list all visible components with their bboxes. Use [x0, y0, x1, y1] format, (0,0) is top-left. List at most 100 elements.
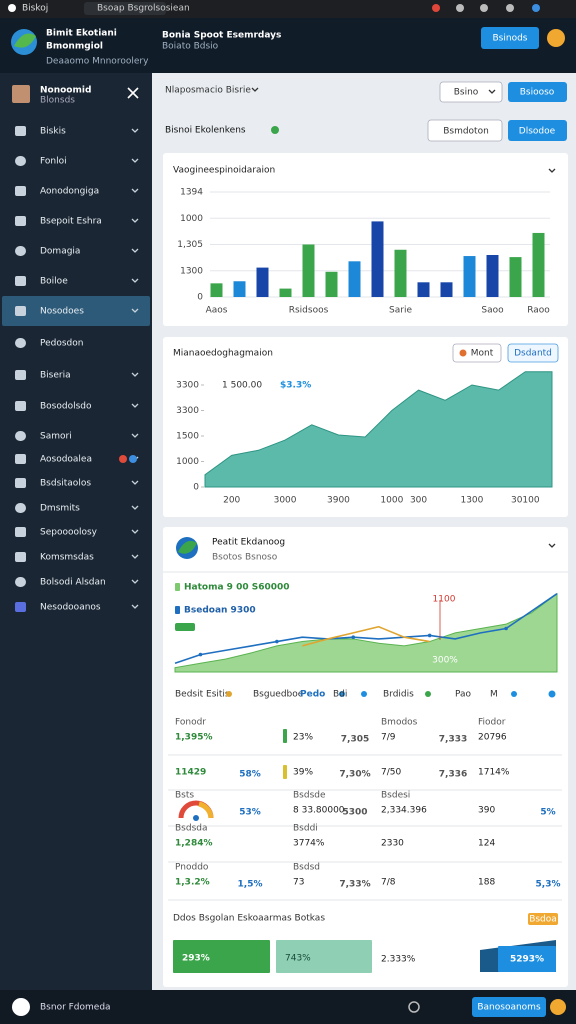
menu-item[interactable]: Dmsmits — [40, 504, 80, 514]
menu-icon — [15, 431, 26, 441]
bar — [394, 249, 407, 297]
menu-icon — [15, 577, 26, 587]
stat-value: 39% — [293, 768, 313, 778]
summary-box — [498, 946, 556, 972]
menu-item[interactable]: Pedosdon — [40, 339, 83, 349]
x-tick-label: 30100 — [511, 496, 540, 506]
stat-label: Pnoddo — [175, 863, 209, 873]
section-button[interactable] — [427, 119, 503, 142]
menu-item[interactable]: Aosodoalea — [40, 455, 92, 465]
menu-item[interactable]: Bsdsitaolos — [40, 479, 91, 489]
chevron — [131, 218, 139, 223]
menu-item[interactable]: Komsmsdas — [40, 553, 94, 563]
header-button[interactable] — [481, 27, 539, 49]
y-tick-label: 1500 — [176, 432, 199, 442]
section-button[interactable] — [508, 120, 567, 141]
menu-item[interactable]: Domagia — [40, 247, 80, 257]
notification-icon — [550, 999, 566, 1015]
menu-item[interactable]: Nosodoes — [40, 307, 84, 317]
stat-value: 3774% — [293, 839, 325, 849]
menu-icon — [15, 156, 26, 166]
browser-icon — [532, 4, 540, 12]
stat-value: 73 — [293, 878, 304, 888]
legend-entry: Hatoma 9 00 S60000 — [184, 583, 290, 593]
button-label[interactable]: Banosoanoms — [477, 1003, 541, 1013]
chevron — [131, 433, 139, 438]
y-tick-label: 0 — [197, 293, 203, 303]
stat-value: 7/9 — [381, 733, 396, 743]
button-label[interactable]: Bsiooso — [520, 88, 555, 98]
menu-item[interactable]: Sepoooolosy — [40, 528, 98, 538]
badge — [119, 455, 127, 463]
chart-button[interactable] — [507, 343, 559, 363]
stat-delta: 7,33% — [339, 880, 370, 890]
bottom-button[interactable] — [472, 997, 546, 1017]
menu-item[interactable]: Boiloe — [40, 277, 68, 287]
x-tick-label: 3900 — [327, 496, 350, 506]
toolbar-button[interactable] — [439, 81, 503, 103]
stat-value: 7/8 — [381, 878, 396, 888]
stat-value: 2330 — [381, 839, 404, 849]
menu-item[interactable]: Samori — [40, 432, 72, 442]
legend-item: M — [490, 690, 498, 700]
chevron — [131, 372, 139, 377]
menu-item[interactable]: Fonloi — [40, 157, 67, 167]
x-tick-label: Raoo — [527, 306, 550, 316]
menu-icon — [15, 186, 26, 196]
menu-icon — [15, 454, 26, 464]
x-tick-label: 3000 — [274, 496, 297, 506]
browser-icon — [456, 4, 464, 12]
footer-badge — [528, 913, 558, 925]
card — [163, 153, 568, 326]
browser-icon — [480, 4, 488, 12]
user-name: Nonoomid — [40, 86, 91, 96]
legend-dot — [548, 690, 556, 698]
panel-subtitle: Bsotos Bsnoso — [212, 553, 278, 563]
stat-value: 1,284% — [175, 839, 213, 849]
toolbar-button[interactable] — [508, 82, 567, 102]
legend-item: Bsguedboe — [253, 690, 304, 700]
point — [504, 626, 508, 631]
chevron — [131, 128, 139, 133]
button-label[interactable]: Dlsodoe — [519, 127, 556, 137]
tab[interactable] — [84, 2, 166, 15]
menu-item[interactable]: Biskis — [40, 127, 66, 137]
point — [351, 635, 356, 639]
menu-icon — [15, 552, 26, 562]
legend-item: Bdi — [333, 690, 347, 700]
button-label[interactable]: Bsmdoton — [443, 127, 489, 137]
menu-item[interactable]: Bolsodi Alsdan — [40, 578, 106, 588]
menu-icon — [15, 602, 26, 612]
view-select[interactable]: Nlaposmacio Bisrie — [165, 86, 251, 96]
button-label[interactable]: Bsino — [454, 88, 479, 98]
summary-value: 743% — [285, 954, 311, 964]
button-label[interactable]: Mont — [471, 349, 494, 359]
stat-icon — [283, 729, 287, 743]
menu-item[interactable]: Biseria — [40, 371, 71, 381]
x-tick-label: 1300 — [460, 496, 483, 506]
stat-value: 8 33.80000 — [293, 806, 345, 816]
y-tick-label: 3300 — [176, 406, 199, 416]
annotation: $3.3% — [280, 381, 311, 391]
header-button-label[interactable]: Bsinods — [493, 34, 528, 44]
legend-dot — [361, 691, 367, 697]
bar — [532, 232, 545, 297]
area — [204, 371, 553, 488]
summary-value: 5293% — [510, 955, 544, 965]
x-tick-label: Aaos — [206, 306, 228, 316]
menu-item[interactable]: Bsepoit Eshra — [40, 217, 102, 227]
section-title: Bisnoi Ekolenkens — [165, 126, 246, 136]
chart-button[interactable] — [452, 343, 502, 363]
button-label[interactable]: Dsdantd — [514, 349, 552, 359]
menu-item[interactable]: Nesodooanos — [40, 603, 101, 613]
status-dot — [271, 126, 279, 134]
menu-item[interactable]: Bosodolsdo — [40, 402, 92, 412]
menu-icon — [15, 306, 26, 316]
chevron — [488, 89, 496, 94]
menu-item[interactable]: Aonodongiga — [40, 187, 99, 197]
bar — [233, 281, 246, 297]
menu-icon — [15, 276, 26, 286]
sidebar-active[interactable] — [2, 296, 150, 326]
stat-label: Bsdsda — [175, 824, 208, 834]
